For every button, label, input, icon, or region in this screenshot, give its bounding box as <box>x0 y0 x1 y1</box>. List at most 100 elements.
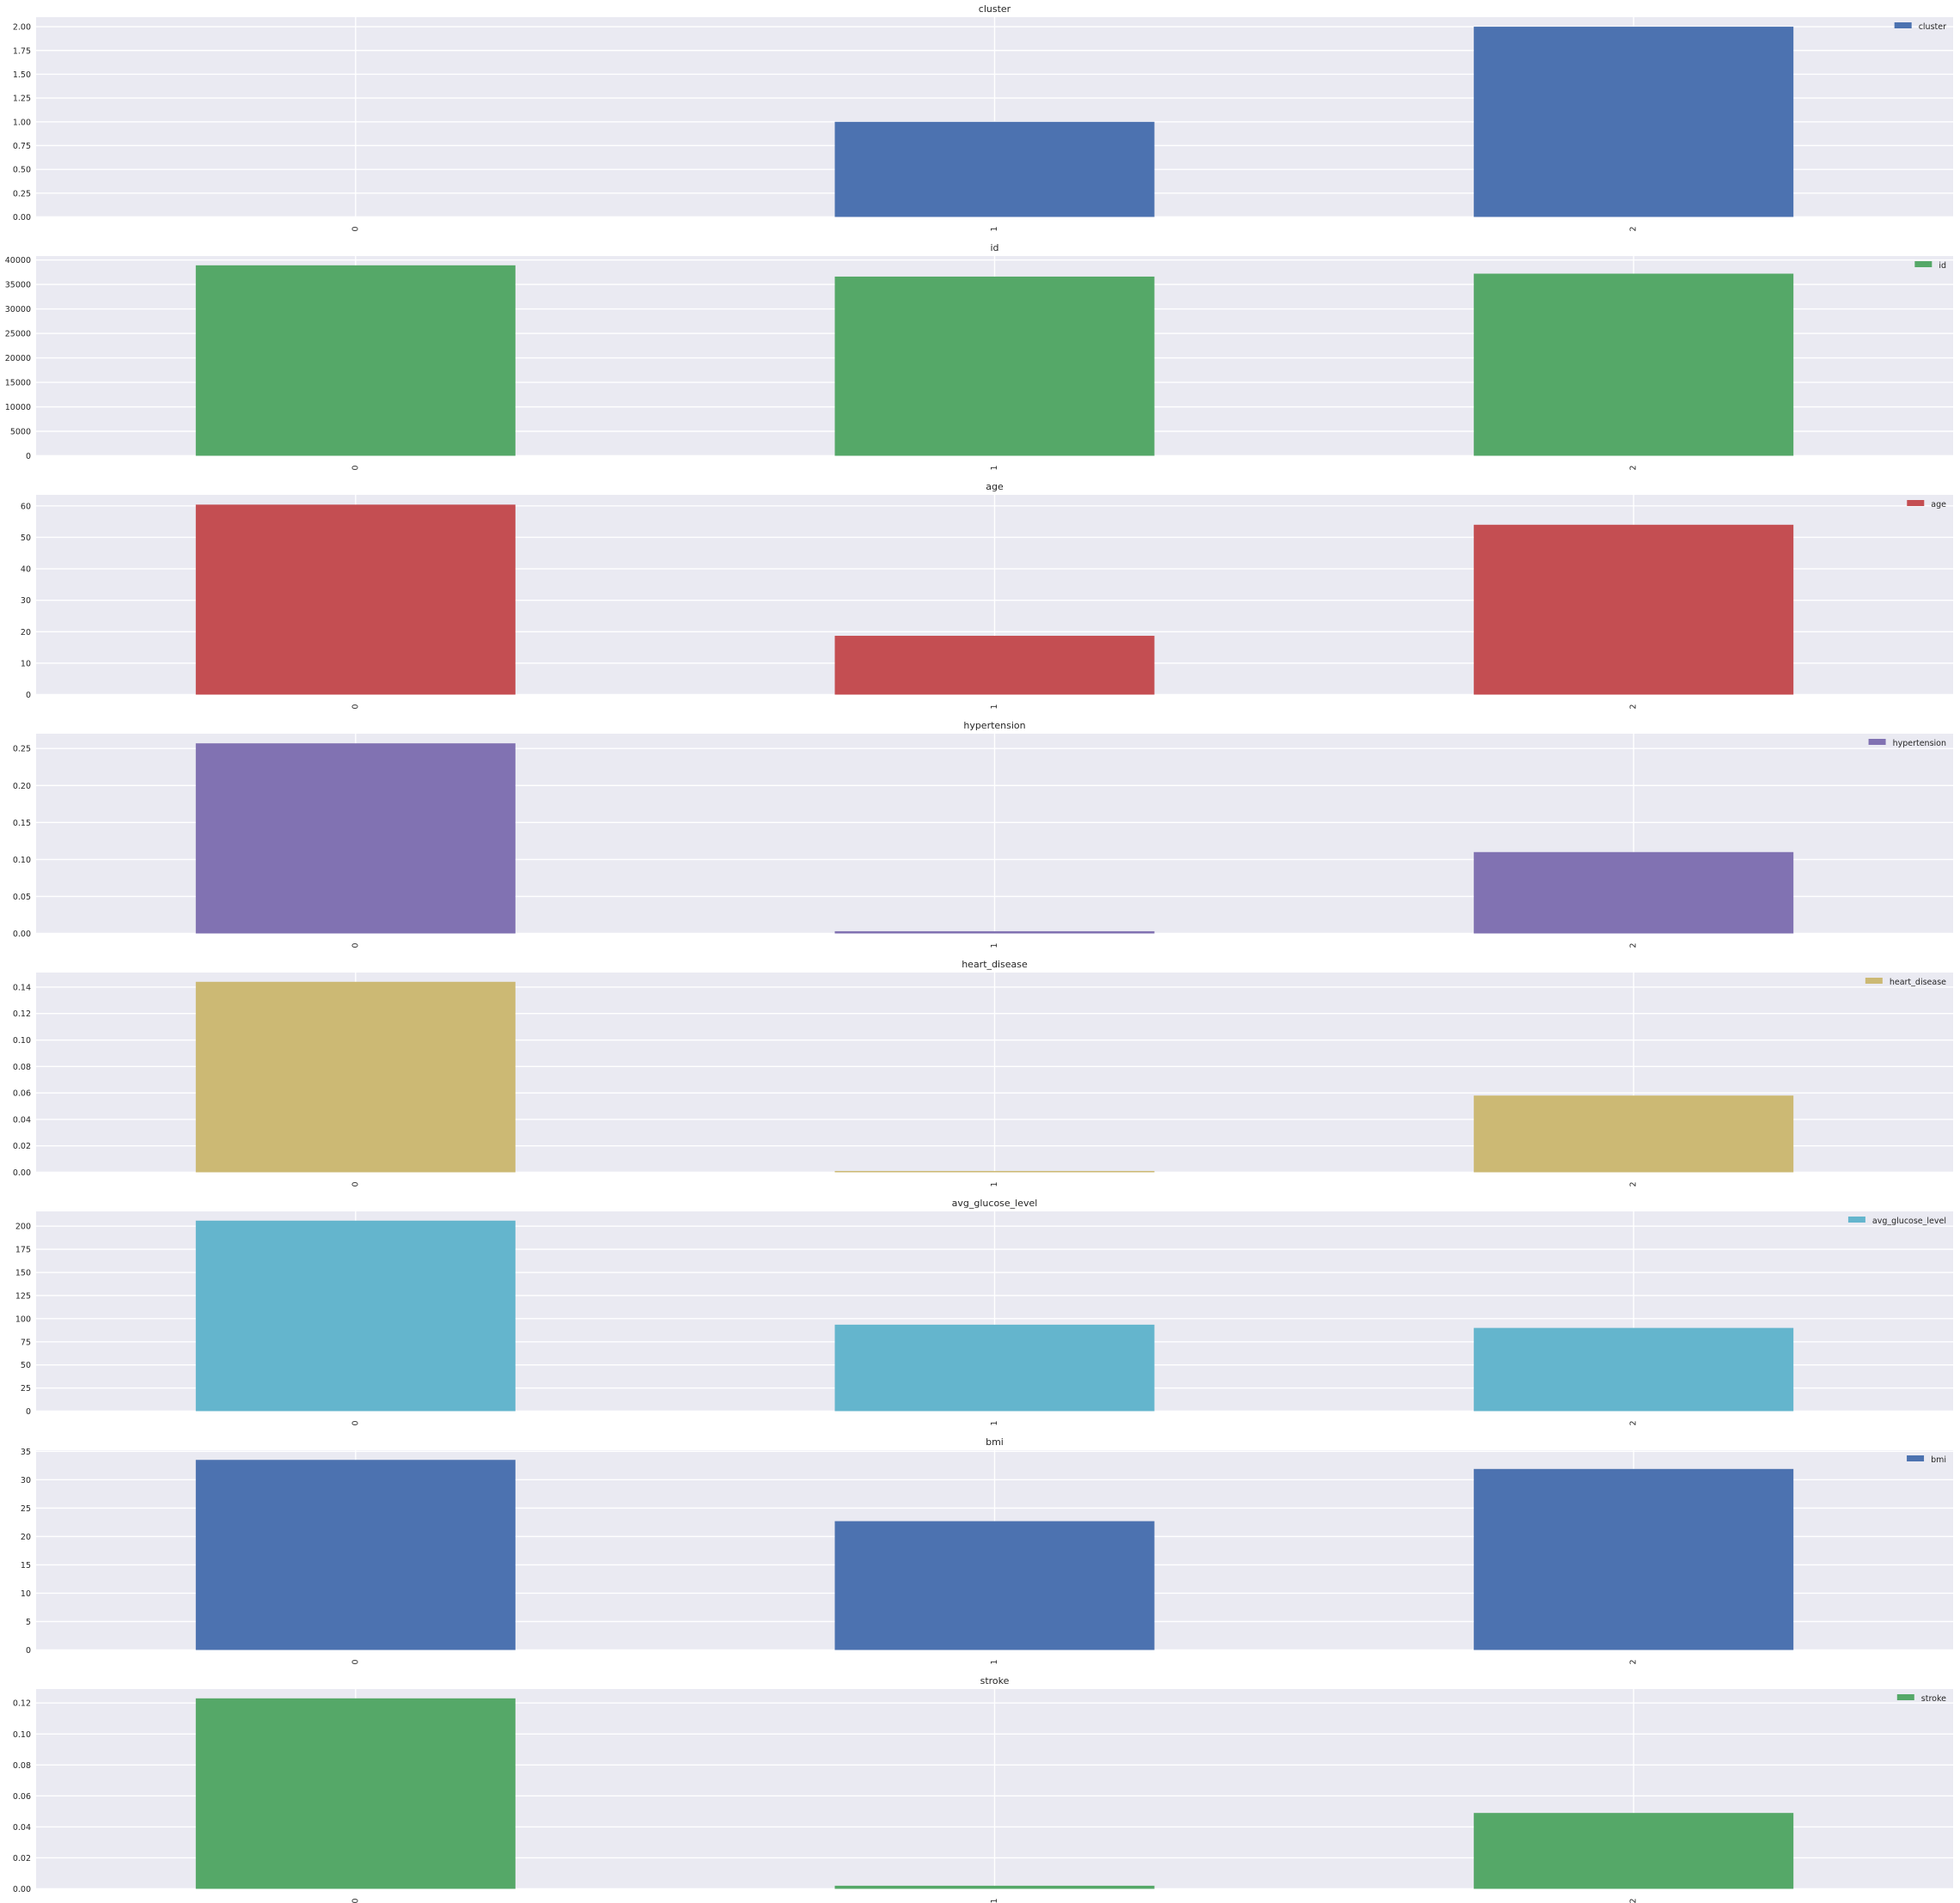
x-tick-label: 0 <box>351 1659 360 1664</box>
legend: age <box>1907 500 1946 509</box>
x-tick-label: 1 <box>990 942 999 948</box>
y-tick-label: 0 <box>26 1646 31 1656</box>
y-tick-label: 0 <box>26 452 31 461</box>
legend-swatch <box>1847 1217 1865 1223</box>
y-tick-label: 50 <box>21 534 31 543</box>
y-tick-label: 0.02 <box>13 1854 31 1863</box>
legend: avg_glucose_level <box>1847 1217 1946 1226</box>
y-tick-label: 60 <box>21 502 31 511</box>
legend-label: age <box>1931 500 1946 509</box>
bar-stroke-2 <box>1474 1813 1794 1889</box>
y-tick-label: 0.04 <box>13 1823 31 1833</box>
bar-bmi-0 <box>195 1460 516 1650</box>
x-tick-label: 0 <box>351 226 360 231</box>
subplot-avg_glucose_level: 0 25 50 75 100 125 150 175 200 0 1 2 avg_glucose_lev… <box>15 1198 1953 1426</box>
subplot-title: id <box>990 242 998 253</box>
y-tick-label: 2.00 <box>13 23 31 33</box>
y-tick-label: 125 <box>15 1291 31 1301</box>
y-tick-label: 30000 <box>5 305 31 314</box>
subplot-title: heart_disease <box>962 959 1028 970</box>
x-tick-label: 2 <box>1629 226 1639 231</box>
y-tick-label: 0.10 <box>13 1730 31 1740</box>
legend-swatch <box>1868 739 1886 745</box>
bar-stroke-0 <box>195 1698 516 1889</box>
y-tick-label: 0.00 <box>13 1168 31 1178</box>
y-tick-label: 50 <box>21 1361 31 1370</box>
legend-swatch <box>1907 500 1925 506</box>
legend-swatch <box>1914 261 1933 267</box>
y-tick-label: 20 <box>21 1533 31 1542</box>
legend: heart_disease <box>1865 978 1946 987</box>
y-tick-label: 0.10 <box>13 856 31 865</box>
y-tick-label: 35000 <box>5 281 31 290</box>
x-tick-label: 1 <box>990 1659 999 1664</box>
x-tick-label: 2 <box>1629 942 1639 948</box>
y-tick-label: 5 <box>26 1618 31 1627</box>
x-tick-label: 2 <box>1629 1420 1639 1425</box>
y-tick-label: 0.00 <box>13 1885 31 1894</box>
y-tick-label: 25 <box>21 1384 31 1394</box>
y-tick-label: 15000 <box>5 379 31 388</box>
y-tick-label: 0.14 <box>13 983 31 992</box>
x-tick-label: 1 <box>990 465 999 470</box>
bar-id-1 <box>834 276 1155 456</box>
subplot-id: 0 5000 10000 15000 20000 25000 30000 35000 40000… <box>5 242 1953 471</box>
legend-label: hypertension <box>1893 739 1946 748</box>
y-tick-label: 0.15 <box>13 819 31 828</box>
bar-age-2 <box>1474 524 1794 695</box>
y-tick-label: 0.00 <box>13 930 31 939</box>
y-tick-label: 0.05 <box>13 893 31 902</box>
y-tick-label: 0.04 <box>13 1115 31 1125</box>
x-tick-label: 0 <box>351 1898 360 1903</box>
y-tick-label: 0.12 <box>13 1009 31 1019</box>
subplot-title: bmi <box>986 1436 1004 1448</box>
x-tick-label: 1 <box>990 704 999 709</box>
x-tick-label: 1 <box>990 226 999 231</box>
legend-label: id <box>1939 261 1946 271</box>
legend: bmi <box>1907 1455 1946 1465</box>
y-tick-label: 0.25 <box>13 189 31 198</box>
y-tick-label: 0.02 <box>13 1142 31 1151</box>
y-tick-label: 0.50 <box>13 166 31 175</box>
bar-cluster-1 <box>834 121 1155 217</box>
x-tick-label: 2 <box>1629 1659 1639 1664</box>
bar-id-0 <box>195 265 516 456</box>
y-tick-label: 15 <box>21 1561 31 1571</box>
x-tick-label: 1 <box>990 1898 999 1903</box>
x-tick-label: 1 <box>990 1420 999 1425</box>
y-tick-label: 150 <box>15 1269 31 1278</box>
bar-avg_glucose_level-2 <box>1474 1327 1794 1412</box>
bar-age-1 <box>834 636 1155 695</box>
legend-label: avg_glucose_level <box>1872 1217 1946 1226</box>
y-tick-label: 40000 <box>5 256 31 265</box>
y-tick-label: 10000 <box>5 403 31 412</box>
y-tick-label: 0 <box>26 691 31 700</box>
y-tick-label: 0.12 <box>13 1699 31 1709</box>
bar-hypertension-1 <box>834 930 1155 934</box>
subplot-stroke: 0.00 0.02 0.04 0.06 0.08 0.10 0.12 0 1 2 stroke str… <box>13 1675 1953 1903</box>
x-tick-label: 0 <box>351 465 360 470</box>
bar-avg_glucose_level-0 <box>195 1220 516 1412</box>
bar-bmi-1 <box>834 1521 1155 1650</box>
bar-age-0 <box>195 504 516 695</box>
y-tick-label: 5000 <box>10 428 31 437</box>
subplot-title: cluster <box>979 3 1011 15</box>
subplot-bmi: 0 5 10 15 20 25 30 35 0 1 2 bmi bmi <box>21 1436 1953 1665</box>
y-tick-label: 200 <box>15 1223 31 1232</box>
subplot-hypertension: 0.00 0.05 0.10 0.15 0.20 0.25 0 1 2 hypertension h… <box>13 720 1953 948</box>
y-tick-label: 0.08 <box>13 1063 31 1072</box>
subplot-title: age <box>986 481 1004 492</box>
y-tick-label: 30 <box>21 596 31 606</box>
bar-heart_disease-0 <box>195 981 516 1173</box>
y-tick-label: 175 <box>15 1246 31 1255</box>
y-tick-label: 30 <box>21 1476 31 1485</box>
x-tick-label: 0 <box>351 942 360 948</box>
bar-bmi-2 <box>1474 1468 1794 1650</box>
bar-stroke-1 <box>834 1885 1155 1889</box>
legend-swatch <box>1907 1455 1925 1461</box>
subplot-title: stroke <box>980 1675 1010 1686</box>
bar-id-2 <box>1474 273 1794 456</box>
x-tick-label: 0 <box>351 704 360 709</box>
subplot-title: hypertension <box>963 720 1025 731</box>
